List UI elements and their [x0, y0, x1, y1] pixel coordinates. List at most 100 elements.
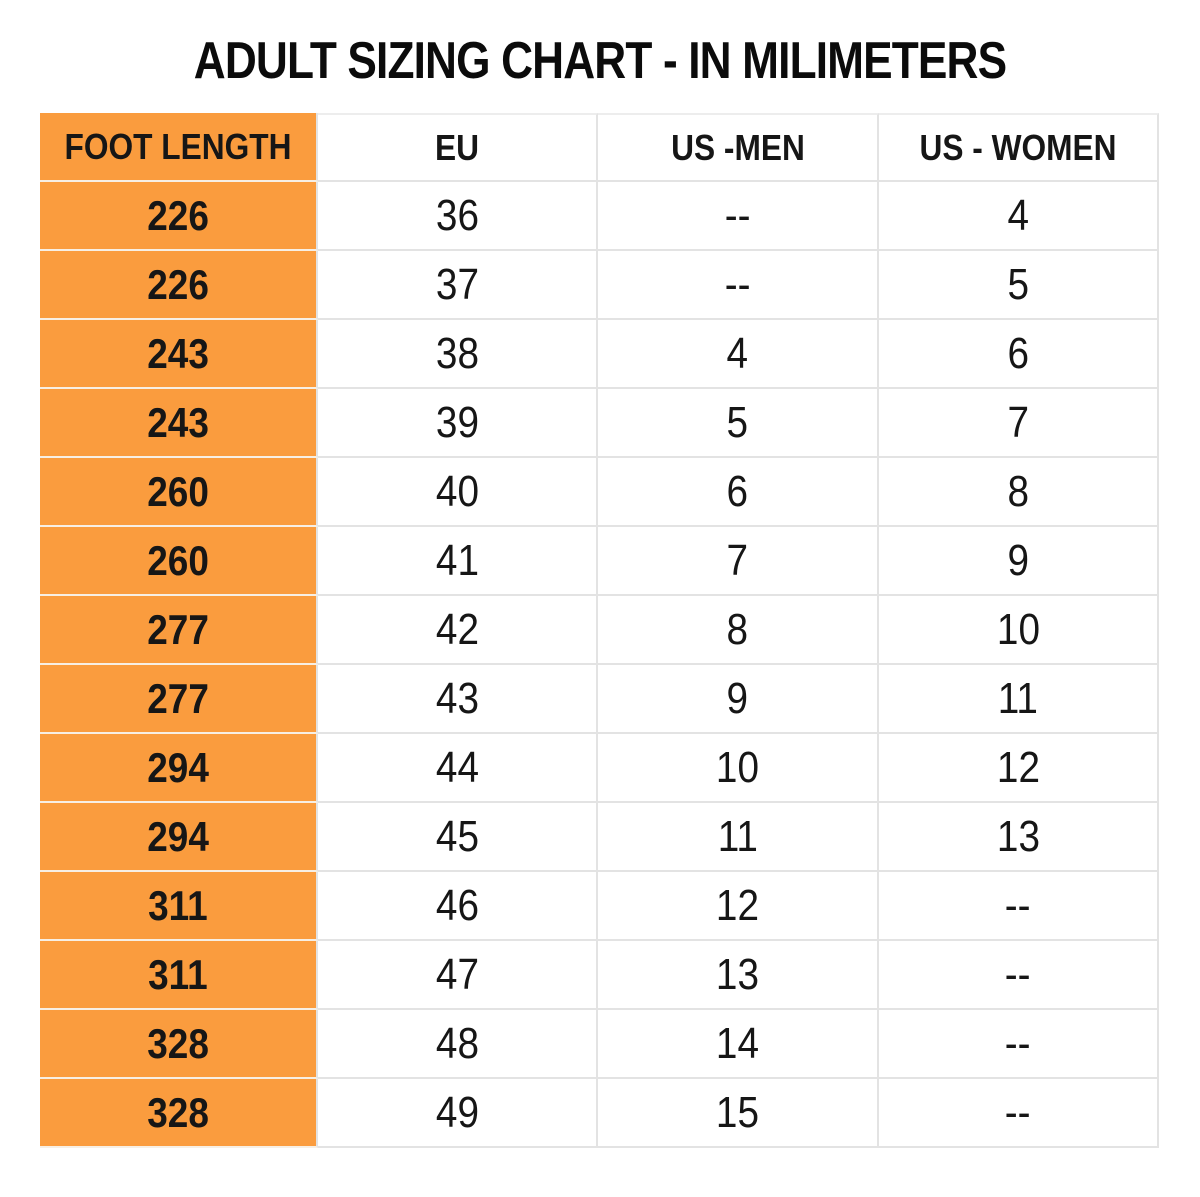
- size-cell: --: [879, 872, 1159, 941]
- cell-value: 328: [147, 1088, 209, 1136]
- cell-value: 4: [1007, 190, 1029, 240]
- cell-value: 4: [726, 328, 749, 378]
- size-cell: 39: [318, 389, 598, 458]
- cell-value: 13: [715, 949, 760, 999]
- cell-value: 47: [435, 949, 479, 999]
- foot-length-cell: 260: [40, 527, 318, 596]
- cell-value: 226: [147, 191, 209, 239]
- cell-value: 10: [996, 604, 1040, 654]
- foot-length-cell: 260: [40, 458, 318, 527]
- cell-value: 36: [435, 190, 479, 240]
- cell-value: 42: [435, 604, 479, 654]
- foot-length-cell: 328: [40, 1079, 318, 1148]
- foot-length-cell: 294: [40, 803, 318, 872]
- cell-value: 277: [147, 674, 209, 722]
- cell-value: 7: [726, 535, 749, 585]
- cell-value: 44: [435, 742, 479, 792]
- size-cell: 42: [318, 596, 598, 665]
- foot-length-cell: 277: [40, 665, 318, 734]
- size-cell: 40: [318, 458, 598, 527]
- cell-value: 12: [996, 742, 1040, 792]
- cell-value: 294: [147, 743, 209, 791]
- column-header: EU: [318, 113, 598, 182]
- size-cell: 15: [598, 1079, 879, 1148]
- cell-value: 46: [435, 880, 479, 930]
- size-cell: 44: [318, 734, 598, 803]
- cell-value: 328: [147, 1019, 209, 1067]
- cell-value: --: [1005, 949, 1031, 999]
- cell-value: 15: [715, 1087, 760, 1137]
- cell-value: 48: [435, 1018, 479, 1068]
- foot-length-cell: 311: [40, 872, 318, 941]
- size-cell: 6: [879, 320, 1159, 389]
- size-cell: 8: [598, 596, 879, 665]
- size-cell: 12: [598, 872, 879, 941]
- size-cell: --: [879, 1010, 1159, 1079]
- cell-value: 14: [715, 1018, 760, 1068]
- cell-value: --: [1005, 880, 1031, 930]
- cell-value: 226: [147, 260, 209, 308]
- foot-length-cell: 226: [40, 182, 318, 251]
- cell-value: 10: [715, 742, 760, 792]
- size-cell: 4: [598, 320, 879, 389]
- size-cell: 48: [318, 1010, 598, 1079]
- foot-length-cell: 243: [40, 320, 318, 389]
- cell-value: 294: [147, 812, 209, 860]
- size-cell: 9: [598, 665, 879, 734]
- cell-value: 37: [435, 259, 479, 309]
- size-cell: --: [598, 251, 879, 320]
- cell-value: 5: [726, 397, 749, 447]
- cell-value: 277: [147, 605, 209, 653]
- size-cell: 47: [318, 941, 598, 1010]
- size-cell: 49: [318, 1079, 598, 1148]
- cell-value: 6: [1007, 328, 1029, 378]
- size-cell: --: [879, 1079, 1159, 1148]
- size-cell: 14: [598, 1010, 879, 1079]
- cell-value: US - WOMEN: [919, 126, 1117, 168]
- cell-value: EU: [434, 126, 479, 168]
- cell-value: 13: [996, 811, 1040, 861]
- size-cell: 13: [879, 803, 1159, 872]
- cell-value: --: [724, 259, 751, 309]
- foot-length-cell: 328: [40, 1010, 318, 1079]
- cell-value: 260: [147, 467, 209, 515]
- size-cell: 4: [879, 182, 1159, 251]
- cell-value: 7: [1007, 397, 1029, 447]
- cell-value: US -MEN: [670, 126, 805, 168]
- cell-value: --: [1005, 1087, 1031, 1137]
- cell-value: 49: [435, 1087, 479, 1137]
- size-cell: 38: [318, 320, 598, 389]
- cell-value: FOOT LENGTH: [64, 125, 292, 167]
- size-cell: 10: [879, 596, 1159, 665]
- cell-value: 9: [1007, 535, 1029, 585]
- size-cell: 46: [318, 872, 598, 941]
- size-cell: 10: [598, 734, 879, 803]
- size-cell: 36: [318, 182, 598, 251]
- column-header: US -MEN: [598, 113, 879, 182]
- cell-value: 45: [435, 811, 479, 861]
- size-cell: 11: [598, 803, 879, 872]
- cell-value: 311: [148, 881, 208, 929]
- foot-length-cell: 277: [40, 596, 318, 665]
- size-cell: 7: [598, 527, 879, 596]
- cell-value: 260: [147, 536, 209, 584]
- column-header-foot-length: FOOT LENGTH: [40, 113, 318, 182]
- foot-length-cell: 294: [40, 734, 318, 803]
- sizing-table: FOOT LENGTH EU US -MEN US - WOMEN 226 36 -- 4 22…: [40, 113, 1159, 1148]
- cell-value: 38: [435, 328, 479, 378]
- cell-value: 5: [1007, 259, 1029, 309]
- size-cell: --: [879, 941, 1159, 1010]
- cell-value: 40: [435, 466, 479, 516]
- cell-value: --: [724, 190, 751, 240]
- foot-length-cell: 226: [40, 251, 318, 320]
- cell-value: 9: [726, 673, 749, 723]
- size-cell: 8: [879, 458, 1159, 527]
- cell-value: 39: [435, 397, 479, 447]
- cell-value: 243: [147, 329, 209, 377]
- cell-value: 8: [726, 604, 749, 654]
- page-title: ADULT SIZING CHART - IN MILIMETERS: [193, 32, 1007, 90]
- foot-length-cell: 311: [40, 941, 318, 1010]
- cell-value: 6: [726, 466, 749, 516]
- size-cell: 7: [879, 389, 1159, 458]
- cell-value: 311: [148, 950, 208, 998]
